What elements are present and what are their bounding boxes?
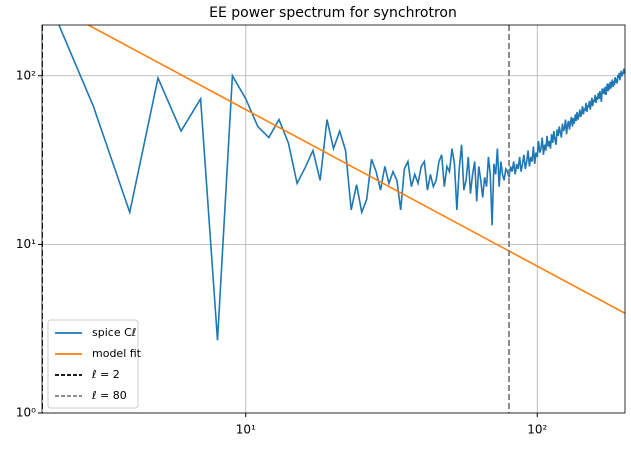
grid xyxy=(38,25,625,417)
plot-area xyxy=(42,25,625,413)
legend-label: ℓ = 2 xyxy=(91,368,120,381)
plot-frame xyxy=(41,24,626,414)
legend: spice Cℓ model fit ℓ = 2 ℓ = 80 xyxy=(47,319,142,409)
legend-label: model fit xyxy=(92,347,142,360)
series-line xyxy=(58,25,625,341)
y-tick-label: 10¹ xyxy=(16,237,36,251)
series-line xyxy=(86,25,625,315)
legend-label: spice Cℓ xyxy=(92,326,136,339)
x-tick-label: 10² xyxy=(527,423,547,437)
chart-title: EE power spectrum for synchrotron xyxy=(209,5,457,21)
x-tick-label: 10¹ xyxy=(236,423,256,437)
y-tick-label: 10² xyxy=(16,68,36,82)
legend-box xyxy=(47,319,139,409)
legend-label: ℓ = 80 xyxy=(91,389,127,402)
y-tick-label: 10⁰ xyxy=(16,406,36,420)
series-layer xyxy=(42,25,625,413)
